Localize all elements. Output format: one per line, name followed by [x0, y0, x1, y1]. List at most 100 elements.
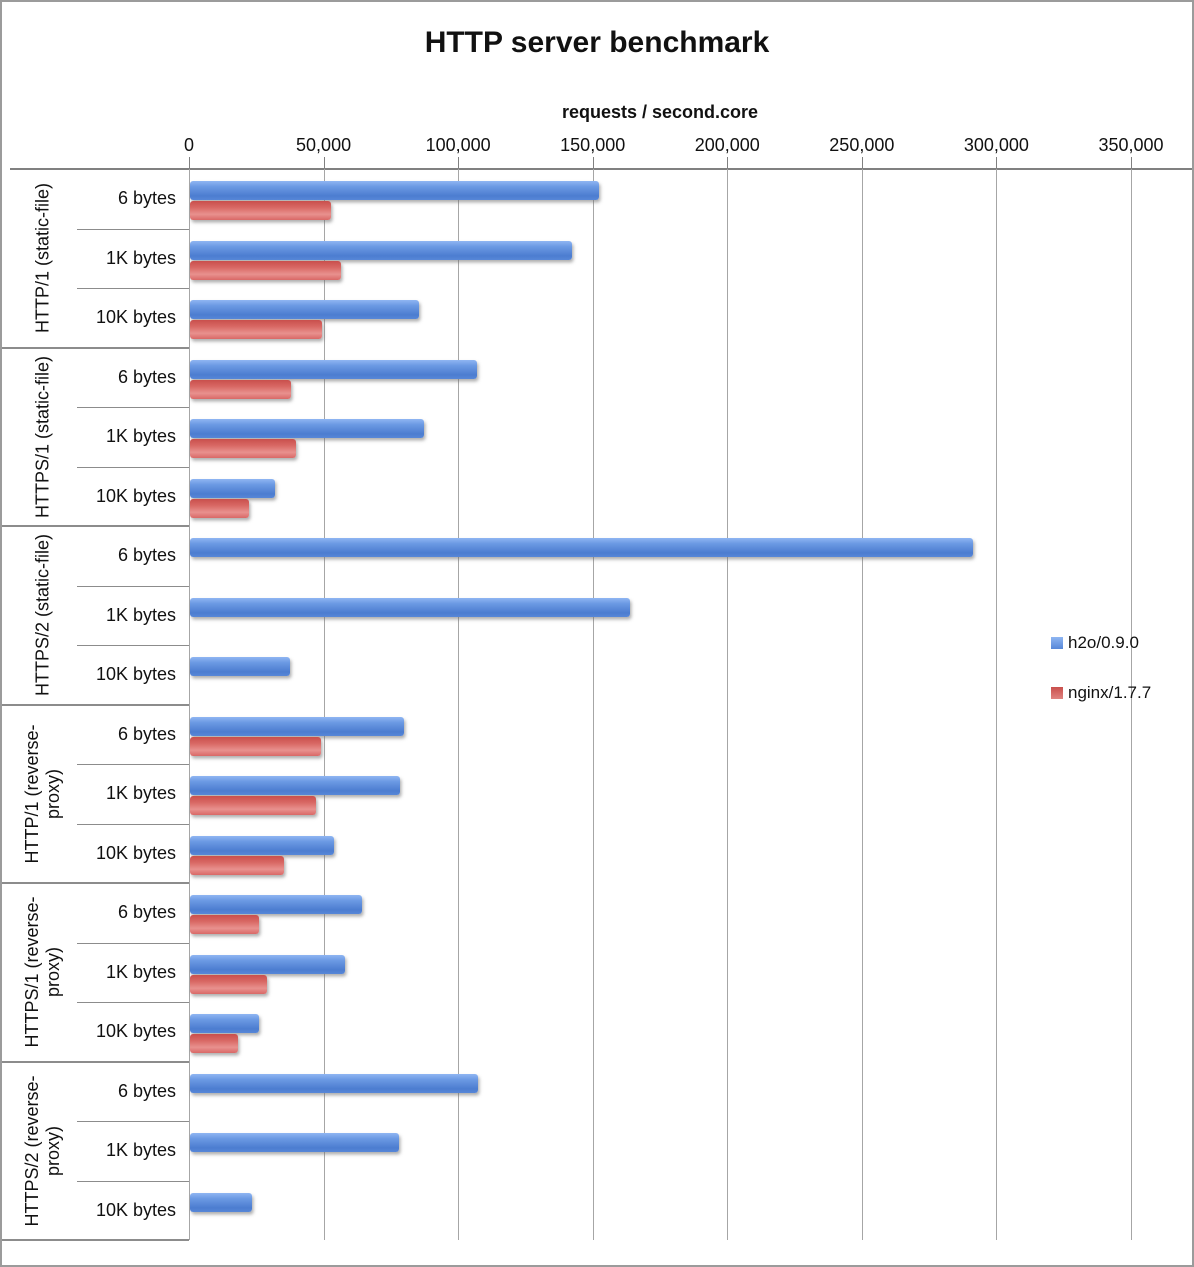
bar-h2o	[190, 359, 477, 379]
axis-tick-label: 50,000	[296, 135, 352, 155]
size-label: 6 bytes	[117, 545, 176, 566]
row-divider	[77, 1121, 189, 1122]
bar-h2o	[190, 895, 362, 914]
legend-item-h2o: h2o/0.9.0	[1051, 633, 1151, 653]
group-divider	[2, 525, 189, 527]
group-divider	[2, 703, 189, 706]
size-label: 10K bytes	[95, 307, 176, 328]
bar-nginx	[190, 379, 291, 399]
axis-tick	[996, 157, 998, 172]
group-label-cell: HTTPS/2 (reverse-proxy)	[2, 1062, 83, 1241]
gridline	[1131, 169, 1132, 1240]
axis-tick-label: 300,000	[963, 135, 1029, 155]
group-label: HTTPS/1 (static-file)	[31, 355, 52, 518]
gridline	[592, 169, 594, 1240]
group-label-cell: HTTP/1 (static-file)	[2, 169, 83, 348]
group-label-cell: HTTPS/2 (static-file)	[2, 526, 83, 705]
size-label: 10K bytes	[95, 1199, 176, 1220]
bar-h2o	[190, 657, 290, 676]
axis-tick-label: 150,000	[560, 135, 626, 155]
size-label: 1K bytes	[105, 783, 176, 804]
gridline	[861, 169, 863, 1240]
row-divider	[77, 288, 189, 289]
bar-nginx	[190, 498, 249, 518]
legend-label-nginx: nginx/1.7.7	[1068, 683, 1152, 702]
row-divider	[77, 645, 189, 646]
bar-nginx	[190, 796, 316, 815]
row-divider	[77, 228, 189, 230]
group-label-cell: HTTPS/1 (reverse-proxy)	[2, 883, 83, 1062]
row-divider	[77, 764, 189, 765]
bar-h2o	[190, 1014, 259, 1033]
size-label: 1K bytes	[105, 961, 176, 982]
row-divider	[77, 585, 189, 587]
bar-h2o	[190, 1192, 252, 1212]
axis-tick	[323, 157, 325, 172]
legend-label-h2o: h2o/0.9.0	[1068, 633, 1139, 652]
legend-item-nginx: nginx/1.7.7	[1051, 683, 1151, 703]
group-label: HTTP/1 (reverse-proxy)	[21, 724, 63, 864]
row-divider	[77, 823, 189, 825]
bar-h2o	[190, 419, 424, 438]
gridline	[458, 169, 460, 1240]
size-label: 10K bytes	[95, 664, 176, 685]
bar-nginx	[190, 439, 296, 458]
axis-tick-label: 250,000	[829, 135, 895, 155]
group-divider	[2, 882, 189, 884]
gridline	[996, 169, 998, 1240]
gridline	[323, 169, 325, 1240]
bar-h2o	[190, 954, 345, 974]
axis-tick	[189, 157, 190, 172]
axis-tick-label: 350,000	[1098, 135, 1164, 155]
bar-h2o	[190, 835, 334, 855]
row-divider	[77, 942, 189, 944]
row-divider	[77, 407, 189, 408]
bar-h2o	[190, 240, 572, 260]
size-label: 10K bytes	[95, 1021, 176, 1042]
size-label: 1K bytes	[105, 1140, 176, 1161]
size-label: 6 bytes	[117, 723, 176, 744]
bar-h2o	[190, 597, 630, 617]
axis-tick-label: 200,000	[694, 135, 760, 155]
legend-swatch-h2o-icon	[1051, 637, 1063, 649]
size-label: 6 bytes	[117, 188, 176, 209]
group-divider	[2, 346, 189, 349]
x-axis-line	[10, 168, 1192, 170]
bar-nginx	[190, 974, 267, 994]
size-label: 6 bytes	[117, 902, 176, 923]
bar-h2o	[190, 716, 404, 736]
size-label: 1K bytes	[105, 604, 176, 625]
axis-tick	[592, 157, 594, 172]
group-label-cell: HTTPS/1 (static-file)	[2, 348, 83, 527]
bar-nginx	[190, 320, 322, 339]
bar-h2o	[190, 1073, 478, 1093]
gridline	[727, 169, 729, 1240]
bar-nginx	[190, 915, 259, 934]
axis-tick	[861, 157, 863, 172]
bar-nginx	[190, 855, 284, 875]
axis-tick	[727, 157, 729, 172]
gridline	[189, 169, 190, 1240]
bar-h2o	[190, 300, 419, 319]
row-divider	[77, 466, 189, 468]
bar-h2o	[190, 1133, 399, 1152]
size-label: 6 bytes	[117, 1080, 176, 1101]
bar-h2o	[190, 181, 599, 200]
bar-h2o	[190, 478, 275, 498]
group-divider	[2, 1060, 189, 1063]
group-label: HTTPS/2 (static-file)	[31, 534, 52, 697]
bar-h2o	[190, 776, 400, 795]
axis-tick	[1131, 157, 1132, 172]
size-label: 1K bytes	[105, 426, 176, 447]
axis-tick	[458, 157, 460, 172]
bar-nginx	[190, 736, 321, 756]
legend-swatch-nginx-icon	[1051, 687, 1063, 699]
group-label: HTTPS/2 (reverse-proxy)	[21, 1075, 63, 1227]
axis-tick-label: 100,000	[425, 135, 491, 155]
bar-nginx	[190, 260, 341, 280]
legend: h2o/0.9.0 nginx/1.7.7	[1051, 633, 1151, 733]
bar-nginx	[190, 1034, 238, 1053]
group-label: HTTPS/1 (reverse-proxy)	[21, 896, 63, 1048]
group-divider	[2, 1239, 189, 1241]
